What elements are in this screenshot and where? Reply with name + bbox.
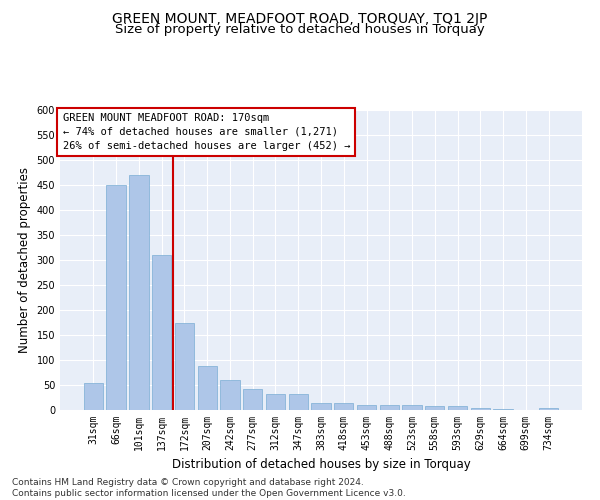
Bar xyxy=(403,405,422,410)
Text: GREEN MOUNT, MEADFOOT ROAD, TORQUAY, TQ1 2JP: GREEN MOUNT, MEADFOOT ROAD, TORQUAY, TQ1… xyxy=(112,12,488,26)
Bar xyxy=(152,255,172,410)
Bar xyxy=(220,380,239,410)
Text: Contains HM Land Registry data © Crown copyright and database right 2024.
Contai: Contains HM Land Registry data © Crown c… xyxy=(12,478,406,498)
Bar xyxy=(493,408,513,410)
Bar xyxy=(289,394,308,410)
Bar xyxy=(197,366,217,410)
Bar xyxy=(175,322,194,410)
Bar xyxy=(425,406,445,410)
Y-axis label: Number of detached properties: Number of detached properties xyxy=(18,167,31,353)
Bar xyxy=(266,394,285,410)
Bar xyxy=(311,402,331,410)
Bar xyxy=(380,405,399,410)
Bar xyxy=(357,405,376,410)
Bar xyxy=(334,402,353,410)
Bar xyxy=(539,408,558,410)
Text: GREEN MOUNT MEADFOOT ROAD: 170sqm
← 74% of detached houses are smaller (1,271)
2: GREEN MOUNT MEADFOOT ROAD: 170sqm ← 74% … xyxy=(62,113,350,151)
X-axis label: Distribution of detached houses by size in Torquay: Distribution of detached houses by size … xyxy=(172,458,470,471)
Bar xyxy=(448,406,467,410)
Bar xyxy=(106,185,126,410)
Bar xyxy=(129,175,149,410)
Bar xyxy=(84,382,103,410)
Bar xyxy=(243,389,262,410)
Bar xyxy=(470,408,490,410)
Text: Size of property relative to detached houses in Torquay: Size of property relative to detached ho… xyxy=(115,22,485,36)
